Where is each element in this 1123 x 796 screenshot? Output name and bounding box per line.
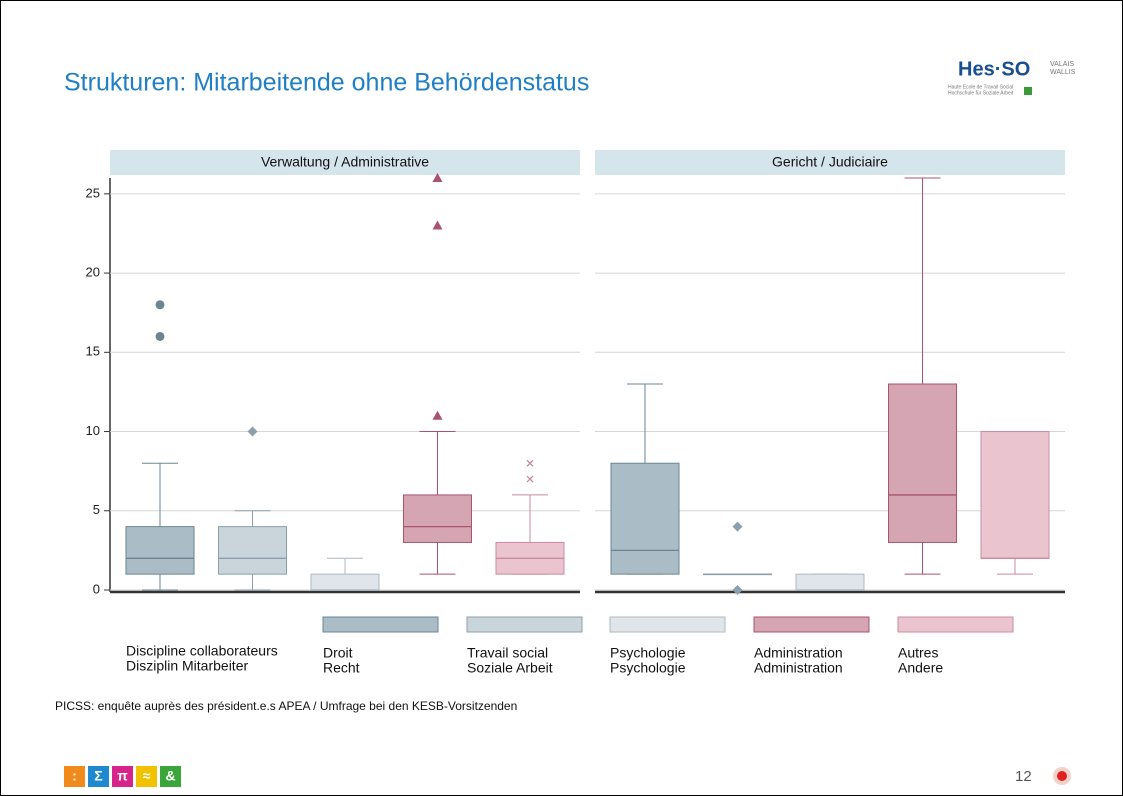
y-tick-label: 5 bbox=[93, 502, 100, 517]
box bbox=[125, 526, 195, 575]
panel-header bbox=[110, 150, 580, 175]
footer-icon bbox=[112, 766, 133, 787]
box bbox=[218, 526, 287, 575]
box bbox=[610, 462, 680, 575]
y-tick-label: 20 bbox=[86, 265, 100, 280]
page-number: 12 bbox=[1015, 768, 1032, 785]
legend-label: Travail social bbox=[467, 645, 548, 661]
panel-title: Verwaltung / Administrative bbox=[261, 154, 429, 170]
legend-label: Droit bbox=[323, 645, 353, 661]
box bbox=[888, 383, 957, 543]
legend-title: Disziplin Mitarbeiter bbox=[126, 658, 248, 674]
footer-icon-symbol: π bbox=[117, 768, 128, 784]
legend-swatch bbox=[897, 616, 1014, 633]
y-tick-label: 25 bbox=[86, 185, 100, 200]
footer-icon-symbol: Σ bbox=[94, 768, 102, 784]
footer-icon bbox=[136, 766, 157, 787]
legend-label: Psychologie bbox=[610, 660, 686, 676]
footer-logo bbox=[1057, 771, 1067, 781]
outlier bbox=[432, 173, 443, 182]
slide-title: Strukturen: Mitarbeitende ohne Behördens… bbox=[64, 69, 589, 97]
box bbox=[980, 431, 1050, 559]
legend-swatch bbox=[609, 616, 726, 633]
footer-icon bbox=[160, 766, 181, 787]
outlier bbox=[526, 459, 534, 467]
panel-title: Gericht / Judiciaire bbox=[772, 154, 888, 170]
y-tick-label: 0 bbox=[93, 581, 100, 596]
outlier bbox=[732, 585, 743, 595]
logo-region: WALLIS bbox=[1050, 69, 1076, 76]
outlier bbox=[432, 220, 443, 230]
legend-swatch bbox=[322, 616, 439, 633]
legend-label: Psychologie bbox=[610, 645, 686, 661]
legend-label: Soziale Arbeit bbox=[467, 660, 553, 676]
footer-icon-symbol: ≈ bbox=[143, 768, 151, 784]
logo-mark bbox=[1024, 87, 1032, 95]
footer-icon-symbol: & bbox=[165, 768, 175, 784]
logo-line: Hochschule für Soziale Arbeit bbox=[948, 90, 1014, 96]
legend-label: Administration bbox=[754, 645, 843, 661]
legend-label: Autres bbox=[898, 645, 938, 661]
outlier bbox=[432, 410, 443, 420]
legend-label: Recht bbox=[323, 660, 360, 676]
box bbox=[310, 573, 380, 591]
outlier bbox=[732, 521, 743, 532]
panel-header bbox=[595, 150, 1065, 175]
outlier bbox=[155, 300, 165, 310]
legend-swatch bbox=[753, 616, 870, 633]
footer-icon-symbol: : bbox=[72, 768, 77, 784]
outlier bbox=[526, 475, 534, 483]
y-tick-label: 15 bbox=[86, 344, 100, 359]
logo-region: VALAIS bbox=[1050, 61, 1074, 68]
legend-title: Discipline collaborateurs bbox=[126, 643, 278, 659]
y-tick-label: 10 bbox=[86, 423, 100, 438]
outlier bbox=[155, 331, 165, 341]
logo-line: Haute Ecole de Travail Social bbox=[948, 84, 1013, 90]
box bbox=[795, 573, 865, 591]
source: PICSS: enquête auprès des président.e.s … bbox=[55, 699, 517, 713]
legend-swatch bbox=[466, 616, 583, 633]
legend-label: Andere bbox=[898, 660, 943, 676]
box bbox=[403, 494, 472, 543]
footer-icon bbox=[64, 766, 85, 787]
legend-label: Administration bbox=[754, 660, 843, 676]
footer-icon bbox=[88, 766, 109, 787]
logo-text: Hes·SO bbox=[958, 58, 1030, 80]
outlier bbox=[247, 426, 258, 437]
